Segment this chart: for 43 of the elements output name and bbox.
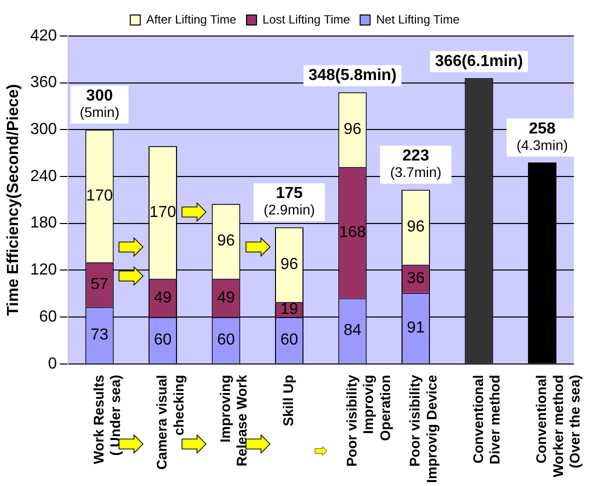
data-label: 57 [90,276,109,294]
x-tick-label: Poor visibility Improvig Operation [343,374,393,467]
total-label: 175 (2.9min) [264,185,315,218]
data-label: 60 [154,332,172,349]
y-tick-label: 60 [39,308,57,326]
data-label: 91 [406,319,425,336]
data-label: 170 [149,204,176,221]
total-label: 348(5.8min) [308,67,397,84]
data-label: 49 [217,289,236,306]
data-label: 96 [280,256,298,274]
data-label: 96 [217,232,236,250]
data-label: 19 [280,301,298,318]
y-tick-label: 0 [48,355,57,372]
y-tick-label: 300 [30,121,57,138]
legend-label: After Lifting Time [146,12,237,26]
total-label: 223 (3.7min) [390,148,442,180]
data-label: 36 [406,270,425,288]
y-axis-title: Time Efficiency(Second/Piece) [5,84,22,316]
x-tick-label: Poor visibility Improvig Device [406,374,440,484]
data-label: 60 [217,332,236,349]
total-label: 300 (5min) [80,88,120,120]
data-label: 170 [86,187,113,204]
legend-label: Net Lifting Time [376,12,460,26]
legend-label: Lost Lifting Time [262,12,350,26]
data-label: 96 [344,121,362,138]
y-tick-label: 240 [30,168,57,185]
data-label: 84 [344,322,362,340]
x-tick-label: Work Results ( Under sea) [90,374,124,464]
y-tick-label: 180 [30,214,57,232]
y-tick-label: 420 [30,27,57,44]
data-label: 60 [280,332,298,349]
total-label: 366(6.1min) [434,53,524,70]
x-tick-label: Camera visual checking [154,374,186,470]
x-tick-label: Skill Up [280,374,296,426]
data-label: 96 [406,218,425,236]
total-label: 258 (4.3min) [516,120,568,153]
x-tick-label: Conventional Worker method (Over the sea) [533,374,583,478]
data-label: 168 [339,224,366,242]
y-tick-label: 360 [30,74,57,92]
y-tick-label: 120 [30,262,57,279]
data-label: 73 [90,326,109,344]
data-label: 49 [154,289,172,306]
x-tick-label: Conventional Diver method [470,374,503,464]
